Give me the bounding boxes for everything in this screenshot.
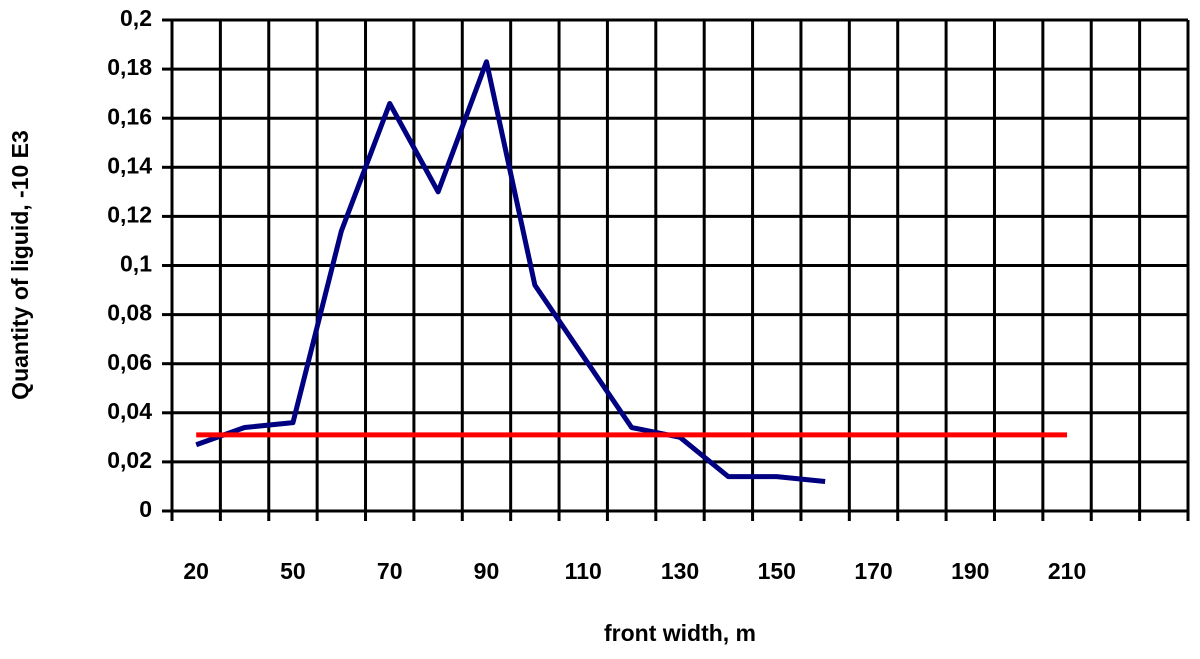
y-tick-label: 0,06 bbox=[107, 349, 152, 375]
y-tick-label: 0,08 bbox=[107, 300, 152, 326]
y-tick-label: 0,2 bbox=[120, 5, 152, 31]
y-tick-label: 0,02 bbox=[107, 447, 152, 473]
y-tick-label: 0,16 bbox=[107, 103, 152, 129]
x-axis-title: front width, m bbox=[604, 620, 756, 646]
y-tick-label: 0,14 bbox=[107, 152, 152, 178]
y-axis-title: Quantity of liguid, -10 E3 bbox=[7, 130, 33, 400]
x-tick-label: 110 bbox=[565, 558, 602, 584]
x-tick-label: 130 bbox=[661, 558, 699, 584]
y-tick-label: 0,04 bbox=[107, 398, 152, 424]
line-series bbox=[195, 59, 826, 485]
x-tick-label: 210 bbox=[1048, 558, 1086, 584]
y-tick-label: 0 bbox=[139, 496, 152, 522]
x-tick-label: 70 bbox=[377, 558, 403, 584]
x-tick-label: 90 bbox=[474, 558, 500, 584]
x-tick-label: 190 bbox=[951, 558, 989, 584]
x-tick-label: 150 bbox=[758, 558, 796, 584]
y-tick-label: 0,18 bbox=[107, 54, 152, 80]
x-tick-label: 50 bbox=[280, 558, 306, 584]
x-tick-label: 170 bbox=[854, 558, 892, 584]
y-tick-label: 0,1 bbox=[120, 251, 152, 277]
x-tick-label: 20 bbox=[183, 558, 209, 584]
y-tick-label: 0,12 bbox=[107, 201, 152, 227]
